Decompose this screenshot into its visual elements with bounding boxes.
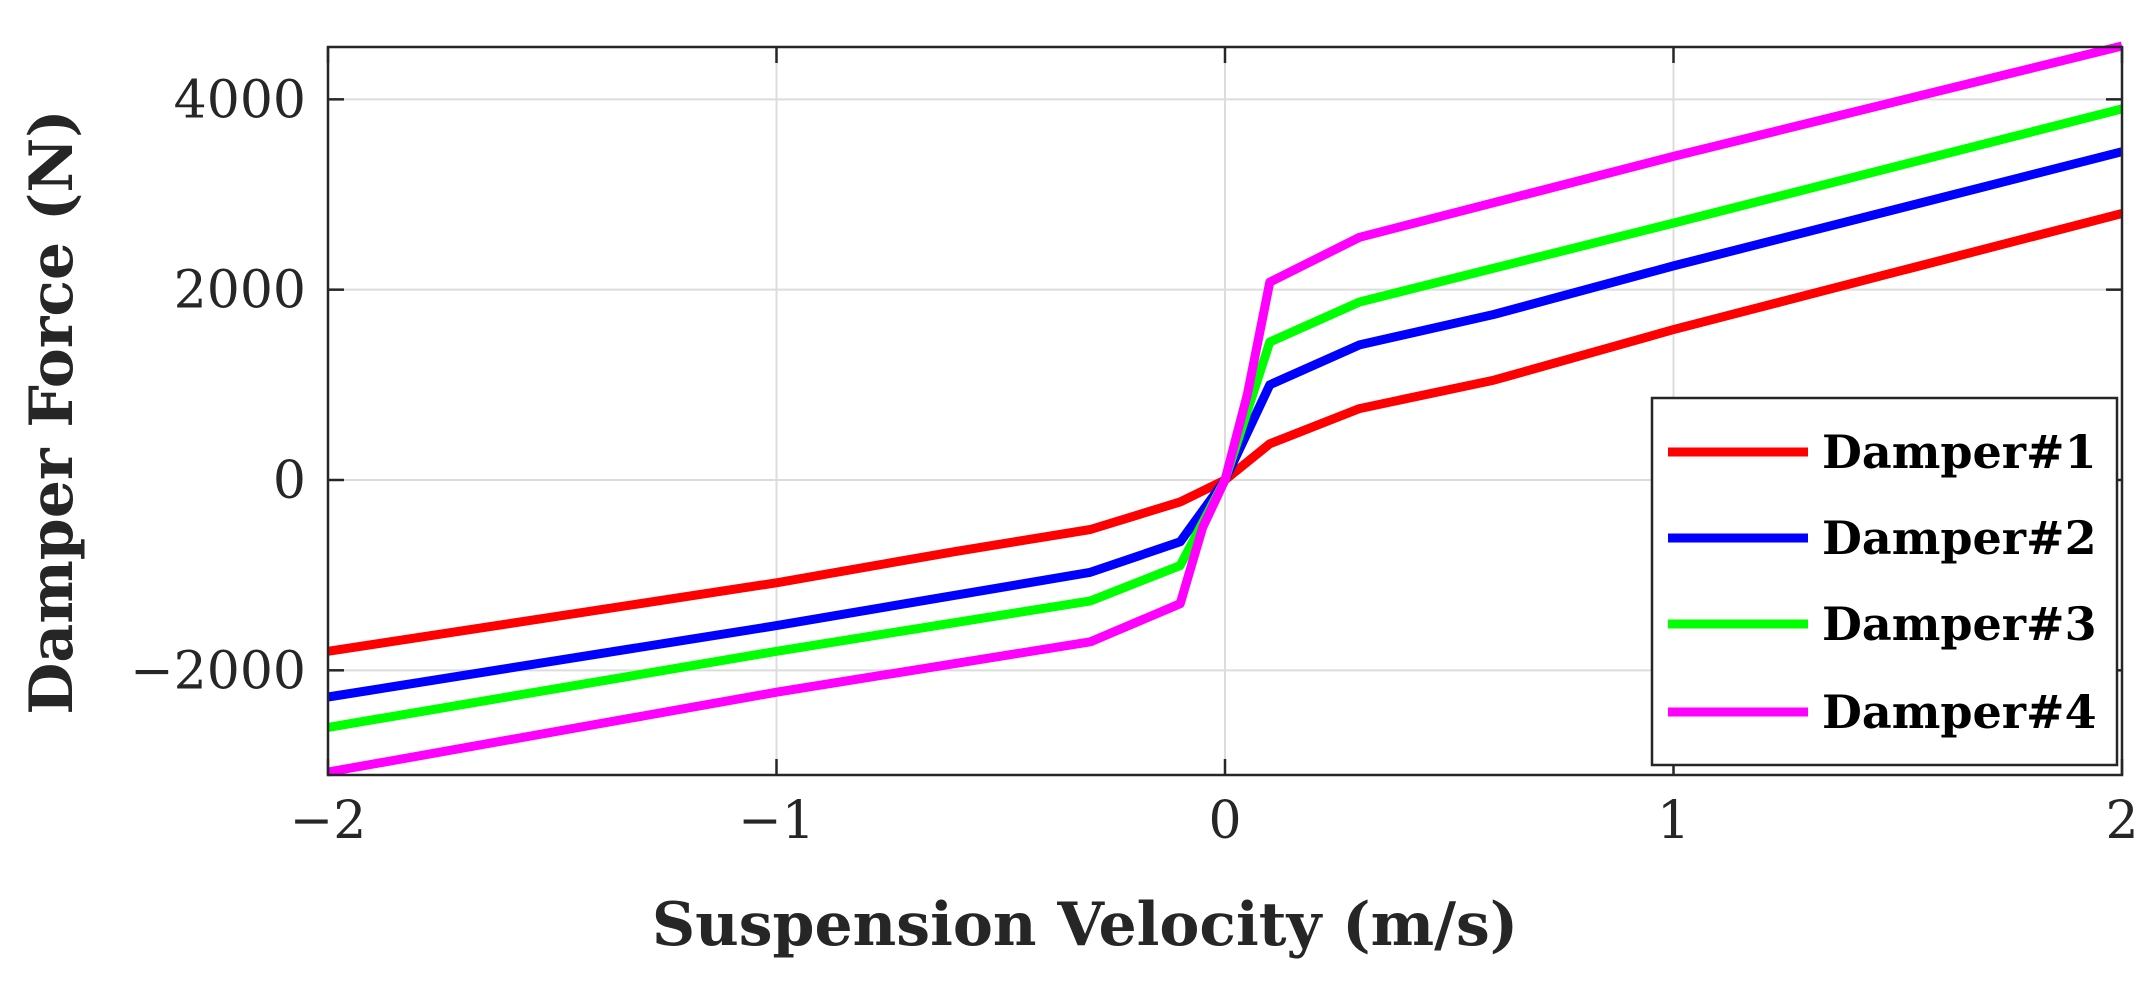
x-tick-label-2: 2 — [2105, 791, 2138, 851]
y-axis-title: Damper Force (N) — [17, 109, 87, 714]
series-layer — [327, 41, 2124, 777]
legend-entry-damper-1: Damper#1 — [1668, 425, 2097, 479]
y-tick-label-4000: 4000 — [174, 70, 306, 130]
y-tick-label-0: 0 — [273, 451, 306, 511]
series-line-damper-2 — [327, 147, 2124, 702]
x-tick-label-1: 1 — [1657, 791, 1690, 851]
legend-label-damper-4: Damper#4 — [1822, 685, 2097, 739]
y-tick-label-2000: 2000 — [174, 261, 306, 321]
legend-label-damper-1: Damper#1 — [1822, 425, 2097, 479]
y-tick-labels: −2000 0 2000 4000 — [130, 70, 306, 701]
x-tick-label-minus-2: −2 — [290, 791, 367, 851]
y-tick-label-minus-2000: −2000 — [130, 641, 306, 701]
legend: Damper#1 Damper#2 Damper#3 Damper#4 — [1650, 396, 2119, 767]
legend-entry-damper-2: Damper#2 — [1668, 511, 2097, 565]
legend-entry-damper-3: Damper#3 — [1668, 597, 2097, 651]
legend-label-damper-3: Damper#3 — [1822, 597, 2097, 651]
x-tick-label-minus-1: −1 — [738, 791, 815, 851]
series-line-damper-4 — [327, 41, 2124, 777]
legend-box — [1650, 396, 2119, 767]
x-axis-title: Suspension Velocity (m/s) — [652, 890, 1518, 960]
x-tick-label-0: 0 — [1208, 791, 1241, 851]
tick-marks — [326, 47, 2124, 775]
legend-label-damper-2: Damper#2 — [1822, 511, 2097, 565]
x-tick-labels: −2 −1 0 1 2 — [290, 791, 2139, 851]
legend-entry-damper-4: Damper#4 — [1668, 685, 2097, 739]
